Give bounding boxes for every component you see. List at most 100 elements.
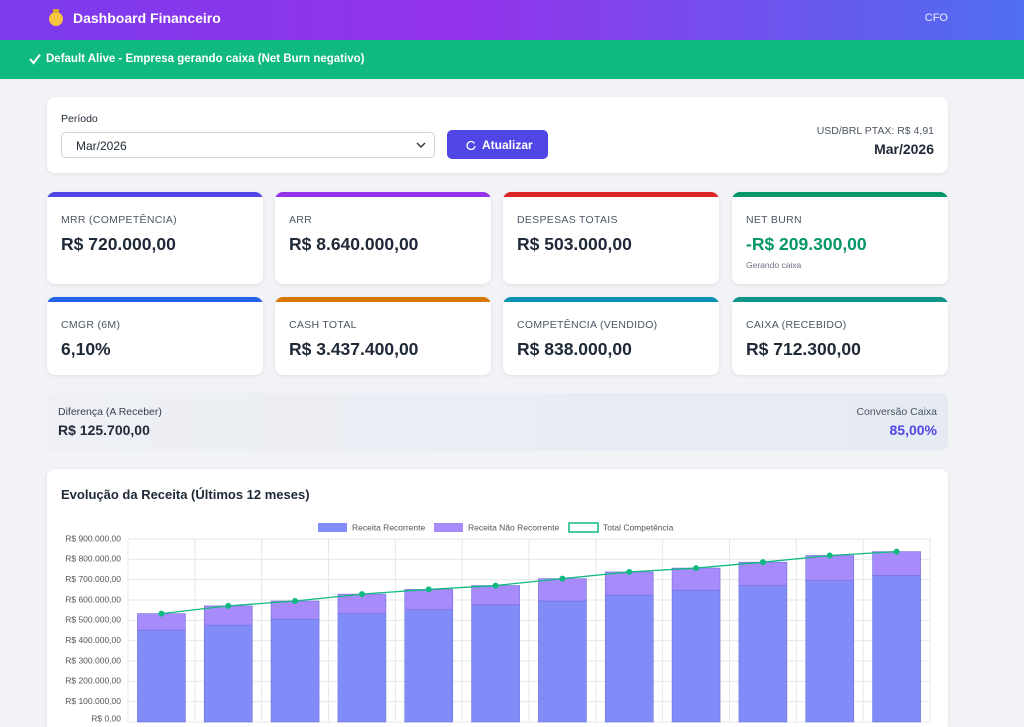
line-point xyxy=(425,586,432,593)
kpi-accent xyxy=(503,297,719,302)
period: Mar/2026 xyxy=(874,141,934,157)
bar xyxy=(738,585,788,723)
kpi-value: -R$ 209.300,00 xyxy=(746,234,867,254)
line-point xyxy=(292,598,299,605)
bar xyxy=(137,629,186,723)
line-point xyxy=(759,559,766,566)
kpi-value: R$ 712.300,00 xyxy=(746,339,861,359)
kpi-label: NET BURN xyxy=(746,214,802,226)
legend-label: Receita Não Recorrente xyxy=(468,522,559,532)
bar xyxy=(538,578,587,602)
kpi-card: NET BURN -R$ 209.300,00 Gerando caixa xyxy=(732,192,948,284)
kpi-value: R$ 838.000,00 xyxy=(517,339,632,359)
conversion-label: Conversão Caixa xyxy=(856,406,937,418)
kpi-card: CMGR (6M) 6,10% xyxy=(47,297,263,375)
y-tick-label: R$ 500.000,00 xyxy=(65,615,121,625)
bar xyxy=(738,561,788,586)
status-banner: Default Alive - Empresa gerando caixa (N… xyxy=(0,40,1024,79)
bar xyxy=(604,594,654,723)
kpi-card: MRR (COMPETÊNCIA) R$ 720.000,00 xyxy=(47,192,263,284)
kpi-accent xyxy=(275,192,491,197)
period-select[interactable]: Mar/2026 xyxy=(61,132,435,158)
check-icon xyxy=(29,53,41,65)
line-point xyxy=(158,610,165,617)
y-tick-label: R$ 700.000,00 xyxy=(65,574,121,584)
y-tick-label: R$ 200.000,00 xyxy=(65,676,121,686)
user-label[interactable]: CFO xyxy=(924,12,948,24)
bar xyxy=(604,571,654,596)
line-point xyxy=(492,582,499,589)
kpi-label: DESPESAS TOTAIS xyxy=(517,214,618,226)
bar xyxy=(671,589,721,723)
bar xyxy=(872,575,921,723)
y-tick-label: R$ 800.000,00 xyxy=(65,554,121,564)
kpi-accent xyxy=(503,192,719,197)
line-point xyxy=(693,565,700,572)
line-point xyxy=(358,591,365,598)
line-point xyxy=(626,568,633,575)
kpi-accent xyxy=(275,297,491,302)
kpi-label: MRR (COMPETÊNCIA) xyxy=(61,214,177,226)
line-point xyxy=(559,575,566,582)
bar xyxy=(404,589,454,611)
conversion-value: 85,00% xyxy=(889,422,937,438)
kpi-accent xyxy=(47,192,263,197)
button-text: Atualizar xyxy=(482,138,533,152)
kpi-value: R$ 720.000,00 xyxy=(61,234,176,254)
ptax: USD/BRL PTAX: R$ 4,91 xyxy=(816,125,934,137)
header: Dashboard Financeiro CFO xyxy=(0,0,1024,40)
difference-value: R$ 125.700,00 xyxy=(58,422,150,438)
filter-label: Período xyxy=(61,113,98,125)
legend-label: Receita Recorrente xyxy=(352,522,426,532)
filter-card: Período Mar/2026 Atualizar USD/BRL PTAX:… xyxy=(47,97,948,173)
legend-swatch xyxy=(568,522,599,533)
refresh-button[interactable]: Atualizar xyxy=(447,130,548,159)
chevron xyxy=(416,142,426,148)
y-tick-label: R$ 0,00 xyxy=(91,713,121,723)
bar xyxy=(872,551,921,576)
bar xyxy=(805,555,855,581)
line-point xyxy=(225,602,232,609)
bar xyxy=(671,567,721,591)
kpi-value: R$ 8.640.000,00 xyxy=(289,234,419,254)
kpi-label: CMGR (6M) xyxy=(61,319,121,331)
kpi-card: CASH TOTAL R$ 3.437.400,00 xyxy=(275,297,491,375)
chart: Receita Recorrente Receita Não Recorrente… xyxy=(65,522,931,723)
y-tick-label: R$ 400.000,00 xyxy=(65,635,121,645)
select-value: Mar/2026 xyxy=(76,139,127,153)
kpi-accent xyxy=(732,297,948,302)
y-tick-label: R$ 600.000,00 xyxy=(65,594,121,604)
y-tick-label: R$ 300.000,00 xyxy=(65,655,121,665)
refresh-icon xyxy=(466,140,476,150)
kpi-label: COMPETÊNCIA (VENDIDO) xyxy=(517,319,658,331)
app-title: Dashboard Financeiro xyxy=(73,10,221,26)
legend-swatch xyxy=(318,523,347,532)
bar xyxy=(337,613,387,723)
legend-swatch xyxy=(434,523,463,532)
kpi-card: DESPESAS TOTAIS R$ 503.000,00 xyxy=(503,192,719,284)
kpi-card: COMPETÊNCIA (VENDIDO) R$ 838.000,00 xyxy=(503,297,719,375)
chart-title: Evolução da Receita (Últimos 12 meses) xyxy=(61,487,310,502)
kpi-card: ARR R$ 8.640.000,00 xyxy=(275,192,491,284)
kpi-value: R$ 3.437.400,00 xyxy=(289,339,419,359)
kpi-label: ARR xyxy=(289,214,313,226)
logo-icon xyxy=(49,9,63,26)
difference-label: Diferença (A Receber) xyxy=(58,406,162,418)
line-point xyxy=(893,548,900,555)
line-point xyxy=(826,552,833,559)
kpi-accent xyxy=(47,297,263,302)
bar xyxy=(203,624,253,723)
bar xyxy=(805,580,855,723)
bar xyxy=(538,600,587,723)
kpi-value: R$ 503.000,00 xyxy=(517,234,632,254)
chart-card: Evolução da Receita (Últimos 12 meses) R… xyxy=(47,469,948,727)
difference-card: Diferença (A Receber) R$ 125.700,00 Conv… xyxy=(47,393,948,451)
kpi-accent xyxy=(732,192,948,197)
y-tick-label: R$ 100.000,00 xyxy=(65,696,121,706)
line xyxy=(161,550,897,615)
kpi-card: CAIXA (RECEBIDO) R$ 712.300,00 xyxy=(732,297,948,375)
bar xyxy=(471,604,520,723)
y-tick-label: R$ 900.000,00 xyxy=(65,533,121,543)
